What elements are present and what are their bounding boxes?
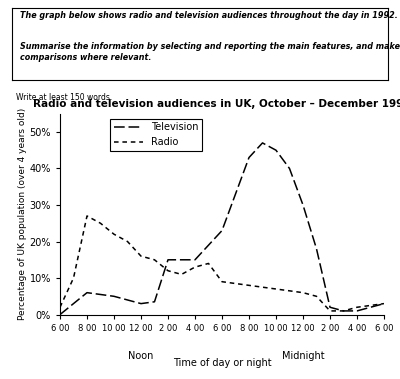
- Y-axis label: Percentage of UK population (over 4 years old): Percentage of UK population (over 4 year…: [18, 108, 27, 320]
- Legend: Television, Radio: Television, Radio: [110, 119, 202, 151]
- Text: Summarise the information by selecting and reporting the main features, and make: Summarise the information by selecting a…: [20, 42, 400, 61]
- Text: Noon: Noon: [128, 351, 154, 361]
- X-axis label: Time of day or night: Time of day or night: [173, 358, 271, 368]
- Title: Radio and television audiences in UK, October – December 1992: Radio and television audiences in UK, Oc…: [33, 99, 400, 109]
- Text: The graph below shows radio and television audiences throughout the day in 1992.: The graph below shows radio and televisi…: [20, 11, 397, 20]
- Text: Midnight: Midnight: [282, 351, 324, 361]
- Text: Write at least 150 words.: Write at least 150 words.: [16, 93, 112, 102]
